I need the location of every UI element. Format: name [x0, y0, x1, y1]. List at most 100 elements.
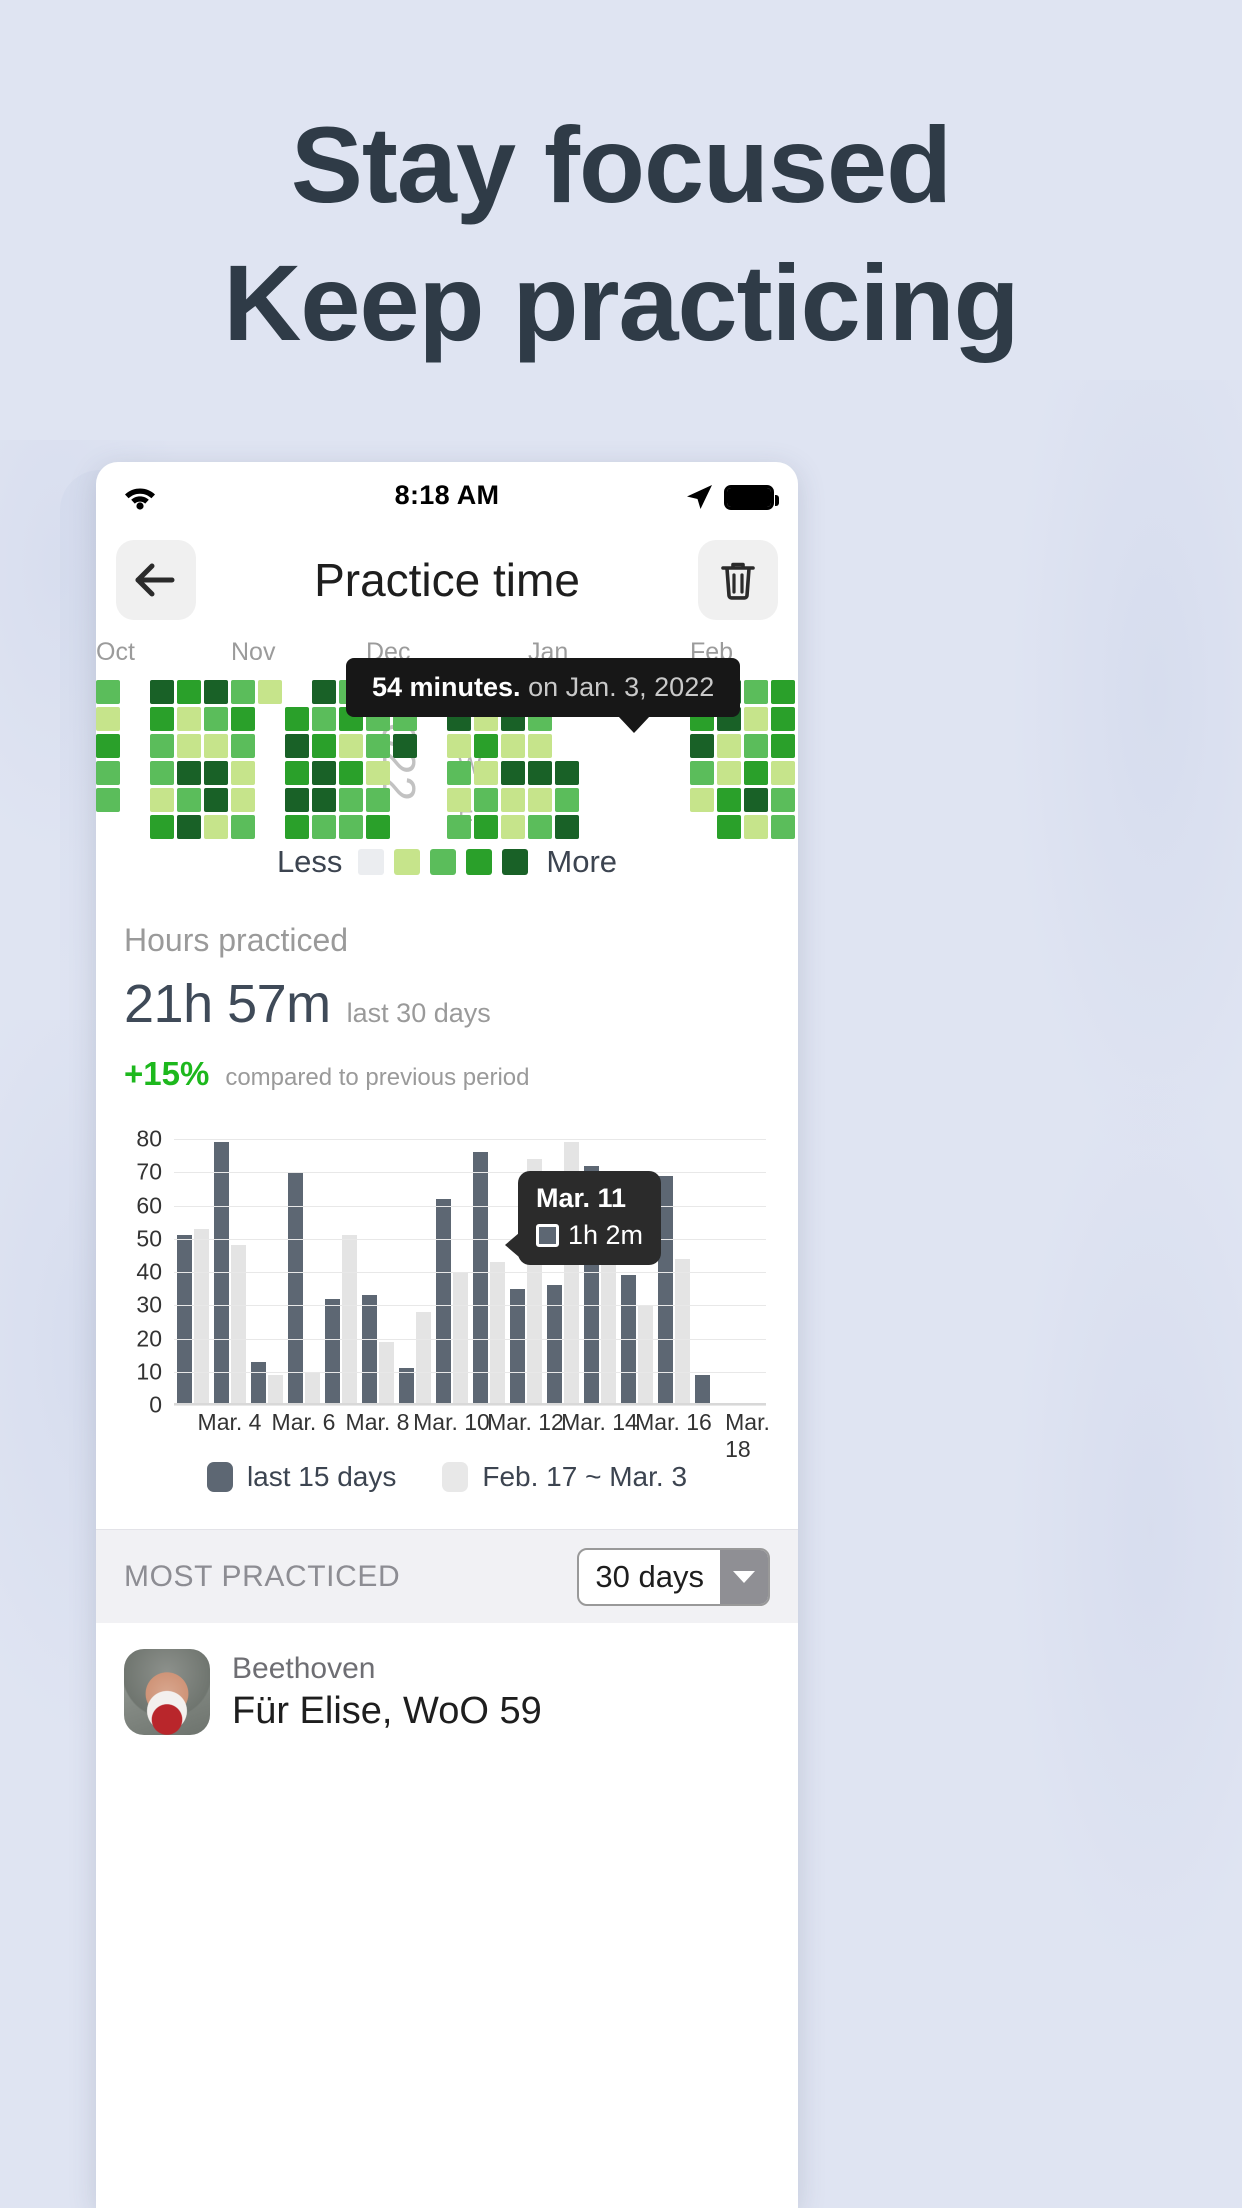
heatmap-cell[interactable] — [96, 707, 120, 731]
chart-bar[interactable] — [435, 1198, 451, 1405]
heatmap-cell[interactable] — [771, 788, 795, 812]
heatmap-cell[interactable] — [204, 761, 228, 785]
chart-bar[interactable] — [546, 1285, 562, 1405]
range-selector[interactable]: 30 days — [577, 1547, 770, 1606]
heatmap-cell[interactable] — [474, 761, 498, 785]
heatmap-cell[interactable] — [474, 734, 498, 758]
heatmap-cell[interactable] — [285, 734, 309, 758]
heatmap-cell[interactable] — [177, 734, 201, 758]
heatmap-cell[interactable] — [312, 761, 336, 785]
chart-bar[interactable] — [341, 1235, 357, 1405]
chart-bar[interactable] — [398, 1368, 414, 1405]
chart-bar[interactable] — [378, 1341, 394, 1405]
heatmap-cell[interactable] — [447, 734, 471, 758]
heatmap-cell[interactable] — [744, 815, 768, 839]
heatmap-cell[interactable] — [312, 734, 336, 758]
heatmap-cell[interactable] — [717, 788, 741, 812]
delete-button[interactable] — [698, 540, 778, 620]
chart-bar-group[interactable] — [655, 1139, 692, 1405]
heatmap-cell[interactable] — [258, 680, 282, 704]
chart-bar[interactable] — [637, 1305, 653, 1405]
heatmap-cell[interactable] — [339, 815, 363, 839]
chart-bar[interactable] — [489, 1262, 505, 1405]
chart-bar[interactable] — [694, 1375, 710, 1405]
heatmap-cell[interactable] — [96, 788, 120, 812]
heatmap-cell[interactable] — [744, 707, 768, 731]
heatmap-cell[interactable] — [717, 815, 741, 839]
heatmap-cell[interactable] — [366, 734, 390, 758]
chart-bar[interactable] — [267, 1375, 283, 1405]
chart-bar-group[interactable] — [285, 1139, 322, 1405]
chart-bar-group[interactable] — [359, 1139, 396, 1405]
chart-bar[interactable] — [213, 1142, 229, 1405]
heatmap-cell[interactable] — [744, 680, 768, 704]
heatmap-cell[interactable] — [96, 761, 120, 785]
heatmap-cell[interactable] — [231, 707, 255, 731]
heatmap-cell[interactable] — [285, 707, 309, 731]
heatmap-cell[interactable] — [177, 788, 201, 812]
chart-legend-item-0[interactable]: last 15 days — [206, 1461, 396, 1493]
heatmap-cell[interactable] — [771, 680, 795, 704]
heatmap-cell[interactable] — [312, 788, 336, 812]
chart-bar[interactable] — [193, 1228, 209, 1405]
heatmap-cell[interactable] — [474, 788, 498, 812]
chart-bar[interactable] — [324, 1298, 340, 1405]
heatmap-cell[interactable] — [474, 815, 498, 839]
list-item[interactable]: Beethoven Für Elise, WoO 59 — [96, 1623, 798, 1735]
chart-bar[interactable] — [657, 1175, 673, 1405]
chart-bar[interactable] — [361, 1295, 377, 1405]
heatmap-cell[interactable] — [177, 761, 201, 785]
chart-bar-group[interactable] — [692, 1139, 729, 1405]
chart-bar[interactable] — [674, 1258, 690, 1405]
heatmap-cell[interactable] — [231, 815, 255, 839]
heatmap-cell[interactable] — [528, 734, 552, 758]
heatmap-cell[interactable] — [204, 680, 228, 704]
chart-bar[interactable] — [415, 1311, 431, 1405]
chart-bar[interactable] — [230, 1245, 246, 1405]
heatmap-cell[interactable] — [312, 707, 336, 731]
heatmap-cell[interactable] — [339, 734, 363, 758]
heatmap-cell[interactable] — [744, 761, 768, 785]
heatmap-cell[interactable] — [339, 788, 363, 812]
back-button[interactable] — [116, 540, 196, 620]
heatmap-cell[interactable] — [96, 734, 120, 758]
heatmap-cell[interactable] — [150, 734, 174, 758]
heatmap-cell[interactable] — [690, 788, 714, 812]
heatmap-cell[interactable] — [555, 761, 579, 785]
chart-bar[interactable] — [304, 1371, 320, 1405]
heatmap-cell[interactable] — [204, 734, 228, 758]
heatmap-cell[interactable] — [177, 707, 201, 731]
heatmap-cell[interactable] — [744, 788, 768, 812]
chart-bar[interactable] — [287, 1172, 303, 1405]
heatmap-cell[interactable] — [312, 680, 336, 704]
heatmap-cell[interactable] — [150, 788, 174, 812]
heatmap-cell[interactable] — [366, 815, 390, 839]
heatmap-cell[interactable] — [717, 734, 741, 758]
heatmap-cell[interactable] — [177, 815, 201, 839]
heatmap-cell[interactable] — [771, 761, 795, 785]
heatmap-grid[interactable]: 2022 M W F 54 minutes. on Jan. 3, 2022 — [96, 658, 798, 839]
heatmap-cell[interactable] — [96, 680, 120, 704]
heatmap-cell[interactable] — [231, 788, 255, 812]
heatmap-cell[interactable] — [312, 815, 336, 839]
heatmap-cell[interactable] — [690, 734, 714, 758]
chart-bar[interactable] — [250, 1361, 266, 1405]
heatmap-cell[interactable] — [501, 815, 525, 839]
heatmap-cell[interactable] — [771, 707, 795, 731]
heatmap-cell[interactable] — [744, 734, 768, 758]
heatmap-cell[interactable] — [150, 680, 174, 704]
heatmap-cell[interactable] — [231, 680, 255, 704]
heatmap-cell[interactable] — [528, 788, 552, 812]
heatmap-cell[interactable] — [555, 815, 579, 839]
chevron-down-icon[interactable] — [720, 1549, 768, 1604]
heatmap-cell[interactable] — [150, 761, 174, 785]
chart-legend-item-1[interactable]: Feb. 17 ~ Mar. 3 — [442, 1461, 687, 1493]
heatmap-cell[interactable] — [150, 815, 174, 839]
heatmap-cell[interactable] — [285, 788, 309, 812]
heatmap-cell[interactable] — [339, 761, 363, 785]
heatmap-cell[interactable] — [447, 761, 471, 785]
heatmap-cell[interactable] — [177, 680, 201, 704]
heatmap-cell[interactable] — [528, 761, 552, 785]
chart-bar[interactable] — [472, 1152, 488, 1405]
heatmap-cell[interactable] — [366, 761, 390, 785]
